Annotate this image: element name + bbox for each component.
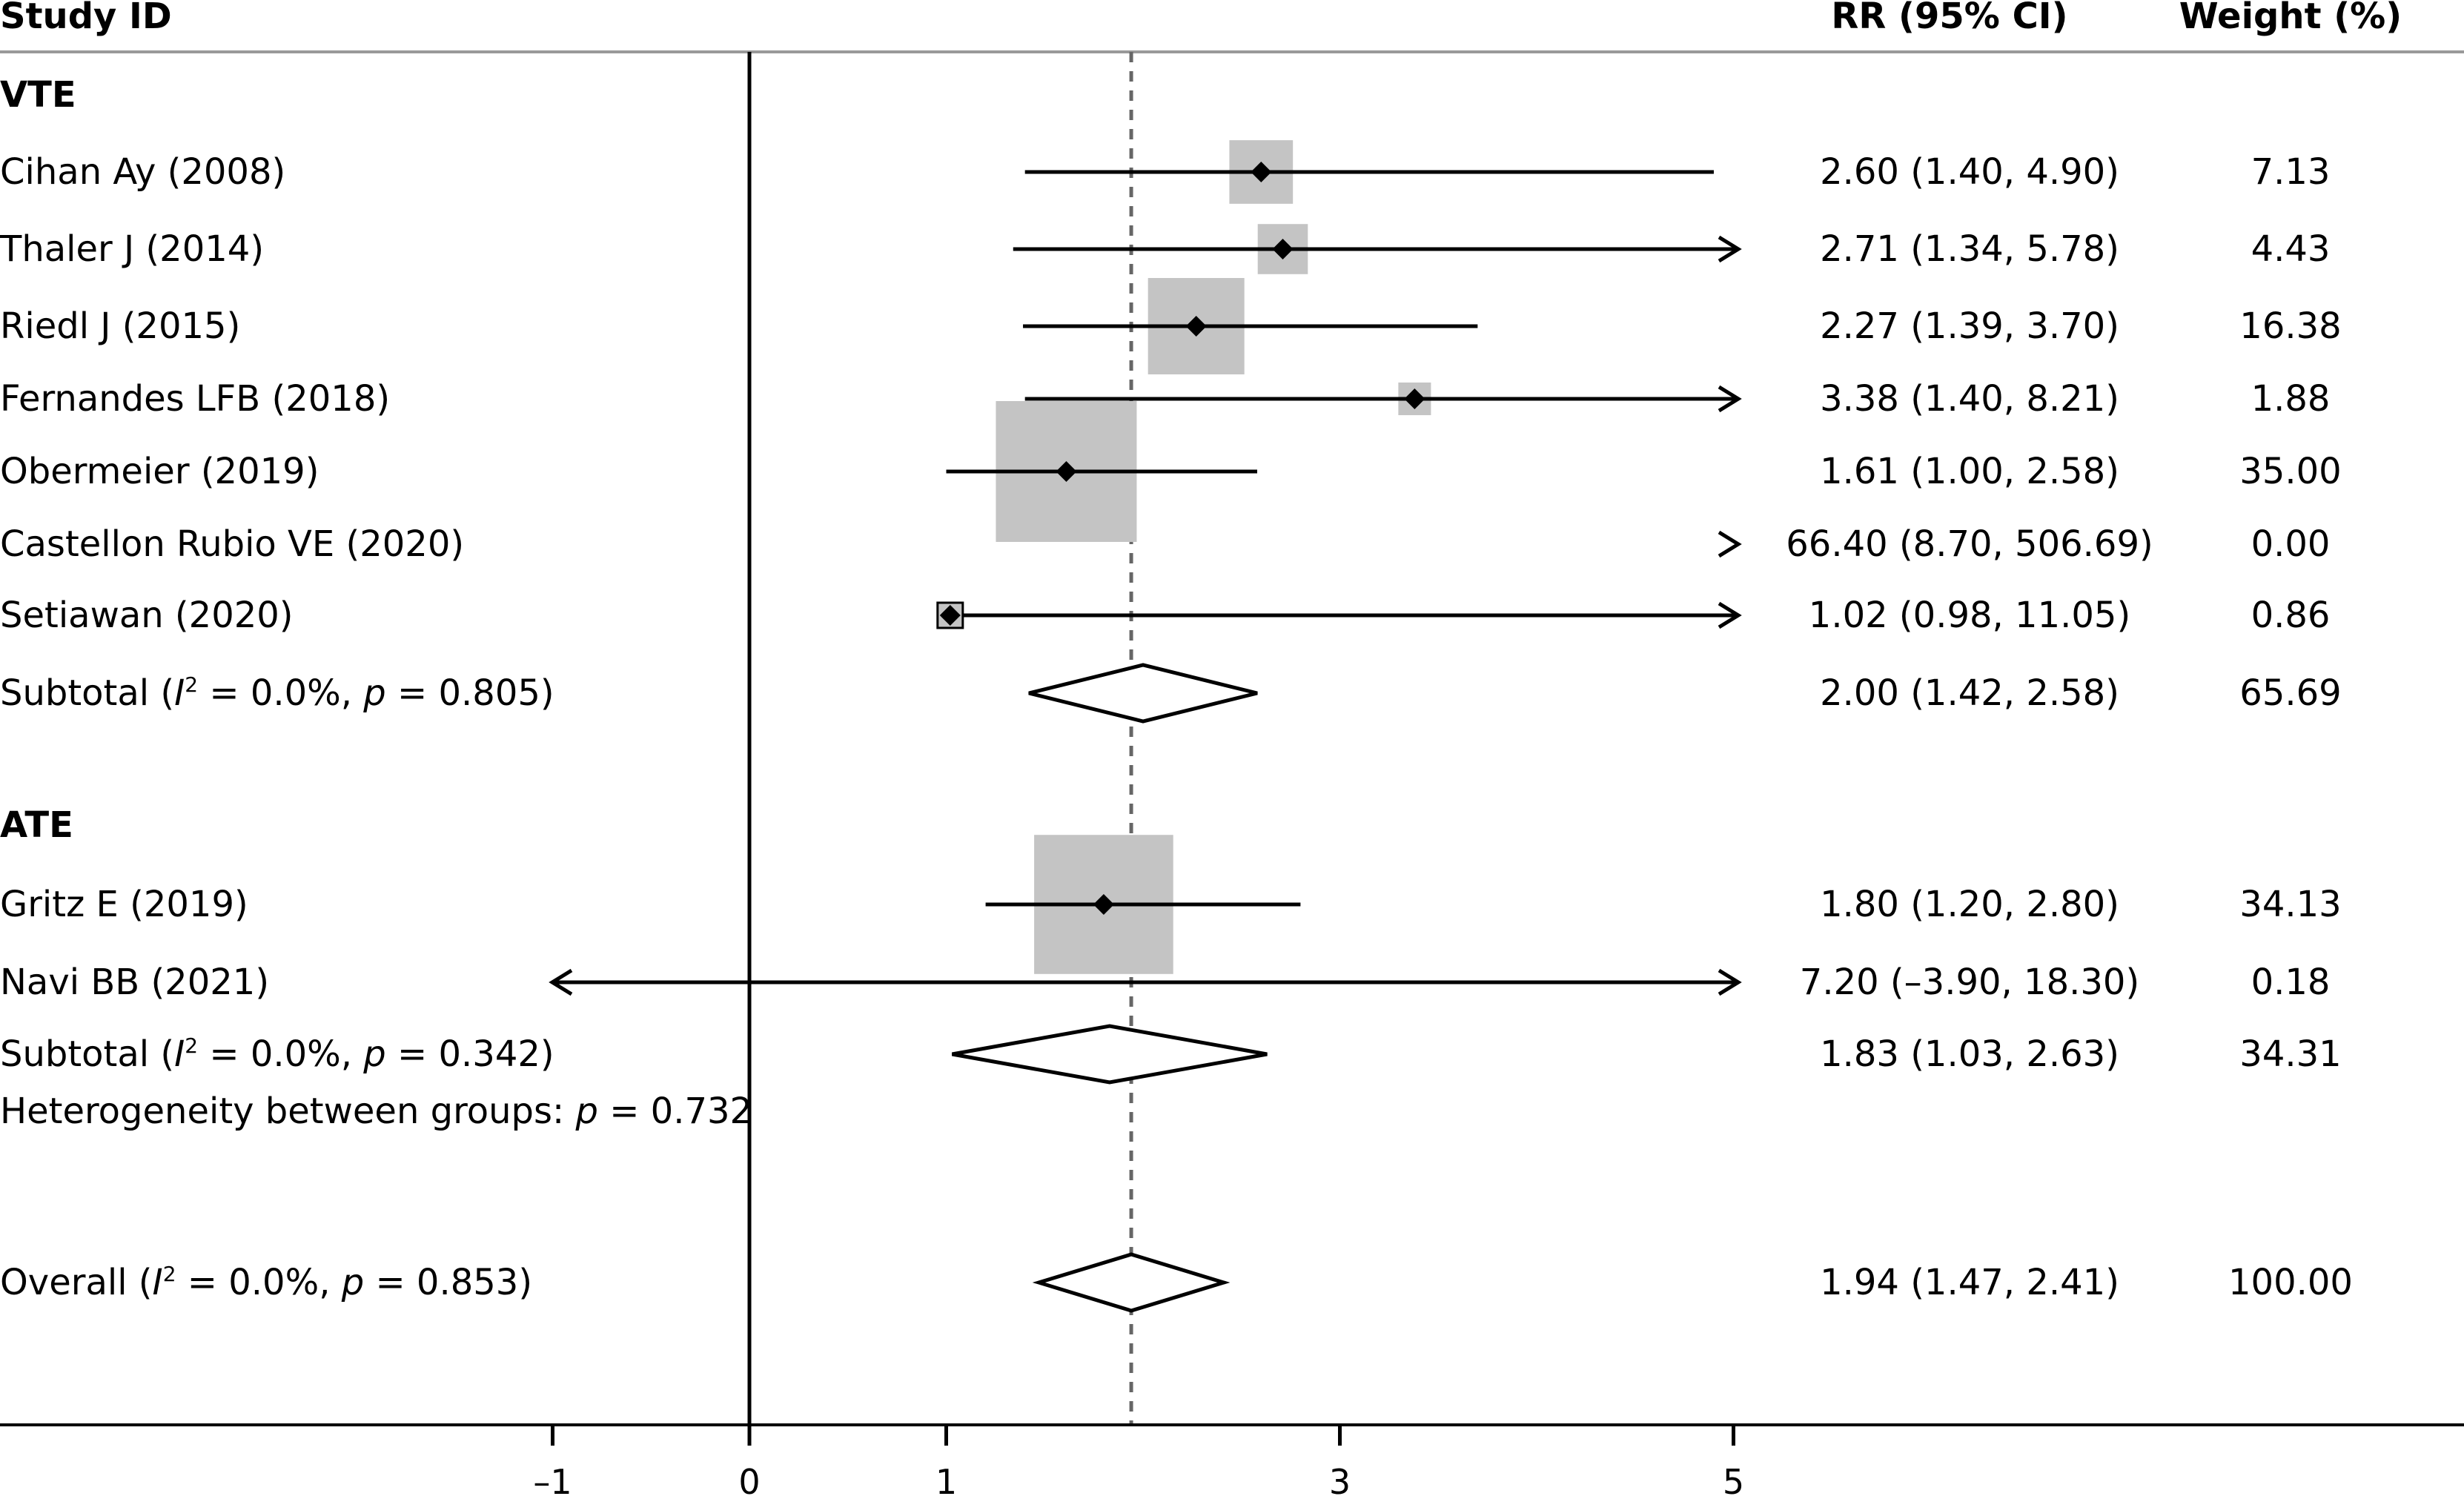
weight-value: 0.18 bbox=[2251, 962, 2331, 1003]
x-tick-label: 1 bbox=[935, 1462, 957, 1499]
point-estimate bbox=[1093, 894, 1114, 915]
ci-arrow-right bbox=[1718, 530, 1742, 558]
weight-value: 34.13 bbox=[2239, 884, 2341, 925]
rr-value: 2.60 (1.40, 4.90) bbox=[1820, 151, 2119, 193]
rr-value: 1.83 (1.03, 2.63) bbox=[1820, 1033, 2119, 1075]
study-label: Riedl J (2015) bbox=[0, 305, 240, 347]
group-label: VTE bbox=[0, 74, 76, 116]
ci-arrow-left bbox=[549, 968, 573, 996]
point-estimate bbox=[1251, 162, 1272, 182]
row-labels: VTE Cihan Ay (2008) 2.60 (1.40, 4.90) 7.13 T… bbox=[0, 74, 2353, 1303]
header-weight: Weight (%) bbox=[2179, 0, 2402, 37]
weight-value: 34.31 bbox=[2239, 1033, 2341, 1075]
x-tick-label: 5 bbox=[1723, 1462, 1744, 1499]
weight-value: 1.88 bbox=[2251, 378, 2331, 420]
x-tick-label: 0 bbox=[738, 1462, 760, 1499]
header-study-id: Study ID bbox=[0, 0, 172, 37]
weight-value: 100.00 bbox=[2228, 1262, 2353, 1303]
weight-value: 65.69 bbox=[2239, 672, 2341, 714]
rr-value: 2.71 (1.34, 5.78) bbox=[1820, 228, 2119, 270]
weight-value: 7.13 bbox=[2251, 151, 2331, 193]
point-estimate bbox=[939, 605, 961, 626]
study-label: Thaler J (2014) bbox=[0, 228, 264, 270]
overall-label: Overall (I2 = 0.0%, p = 0.853) bbox=[0, 1262, 532, 1303]
weight-value: 16.38 bbox=[2239, 305, 2341, 347]
study-label: Navi BB (2021) bbox=[0, 962, 269, 1003]
x-tick-label: 3 bbox=[1329, 1462, 1351, 1499]
study-label: Setiawan (2020) bbox=[0, 595, 294, 636]
rr-value: 1.61 (1.00, 2.58) bbox=[1820, 451, 2119, 492]
weight-value: 35.00 bbox=[2239, 451, 2341, 492]
rr-value: 2.00 (1.42, 2.58) bbox=[1820, 672, 2119, 714]
chart-marks bbox=[549, 52, 1742, 1425]
rr-value: 3.38 (1.40, 8.21) bbox=[1820, 378, 2119, 420]
ci-arrow-right bbox=[1718, 601, 1742, 629]
rr-value: 1.02 (0.98, 11.05) bbox=[1809, 595, 2130, 636]
study-label: Cihan Ay (2008) bbox=[0, 151, 285, 193]
study-label: Fernandes LFB (2018) bbox=[0, 378, 390, 420]
x-tick-label: –1 bbox=[533, 1462, 572, 1499]
study-label: Obermeier (2019) bbox=[0, 451, 319, 492]
subtotal-label: Subtotal (I2 = 0.0%, p = 0.805) bbox=[0, 672, 554, 714]
point-estimate bbox=[1185, 316, 1207, 337]
header-rr: RR (95% CI) bbox=[1831, 0, 2067, 37]
rr-value: 1.80 (1.20, 2.80) bbox=[1820, 884, 2119, 925]
heterogeneity-label: Heterogeneity between groups: p = 0.732 bbox=[0, 1091, 752, 1132]
point-estimate bbox=[1272, 239, 1294, 259]
ci-arrow-right bbox=[1718, 385, 1742, 413]
subtotal-label: Subtotal (I2 = 0.0%, p = 0.342) bbox=[0, 1033, 554, 1075]
weight-value: 0.00 bbox=[2251, 523, 2331, 565]
x-axis: –1 0 1 3 5 bbox=[533, 1425, 1744, 1499]
point-estimate bbox=[1404, 388, 1425, 409]
weight-value: 4.43 bbox=[2251, 228, 2331, 270]
rr-value: 2.27 (1.39, 3.70) bbox=[1820, 305, 2119, 347]
rr-value: 66.40 (8.70, 506.69) bbox=[1786, 523, 2153, 565]
rr-value: 1.94 (1.47, 2.41) bbox=[1820, 1262, 2119, 1303]
subtotal-diamond bbox=[1028, 663, 1258, 724]
overall-diamond bbox=[1032, 1252, 1231, 1313]
ci-arrow-right bbox=[1718, 968, 1742, 996]
group-label: ATE bbox=[0, 804, 73, 846]
study-label: Gritz E (2019) bbox=[0, 884, 248, 925]
ci-arrow-right bbox=[1718, 235, 1742, 263]
study-label: Castellon Rubio VE (2020) bbox=[0, 523, 464, 565]
rr-value: 7.20 (–3.90, 18.30) bbox=[1800, 962, 2139, 1003]
point-estimate bbox=[1056, 461, 1077, 482]
subtotal-diamond bbox=[952, 1024, 1268, 1085]
weight-value: 0.86 bbox=[2251, 595, 2331, 636]
